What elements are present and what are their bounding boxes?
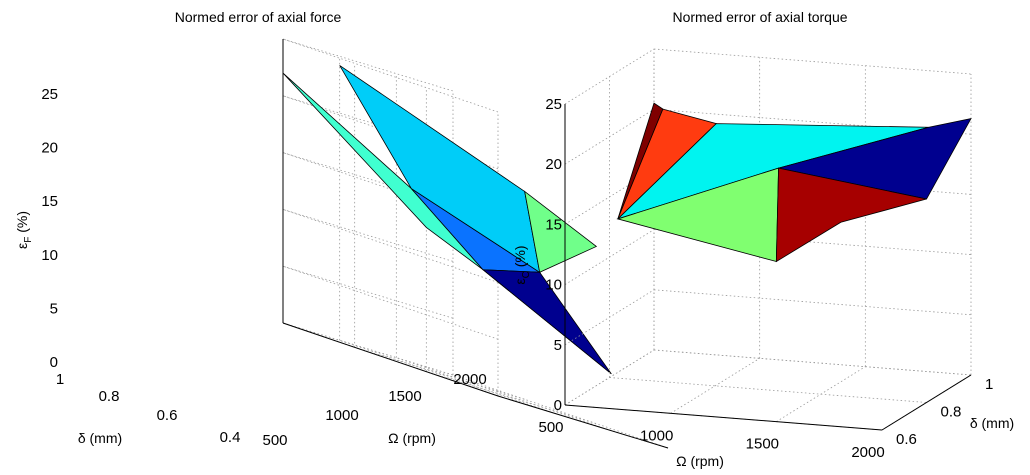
wall-grid-line: [282, 265, 454, 319]
chart2-surface: [616, 102, 972, 263]
floor-grid-line: [776, 366, 866, 423]
z-tick-label: 0: [554, 397, 562, 414]
chart1-delta-label: δ (mm): [78, 430, 122, 446]
omega-axis-line: [497, 395, 669, 449]
wall-grid-line: [564, 229, 655, 285]
chart2-title: Normed error of axial torque: [672, 9, 847, 25]
chart2-delta-ticks: 0.6 0.8 1: [896, 376, 993, 448]
wall-grid-line: [282, 265, 499, 340]
wall-grid-line: [564, 108, 655, 165]
chart1-z-ticks: 0 5 10 15 20 25: [41, 86, 58, 371]
z-tick-label: 25: [545, 96, 562, 113]
wall-grid-line: [282, 38, 454, 92]
delta-tick-label: 0.6: [157, 407, 178, 424]
z-tick-label: 10: [41, 247, 58, 264]
wall-grid-line: [282, 38, 499, 113]
floor-grid-line: [426, 371, 597, 425]
chart1-axes: [282, 39, 669, 449]
omega-tick-label: 2000: [851, 444, 884, 461]
wall-grid-line: [653, 349, 972, 376]
surface-face-6: [775, 167, 927, 263]
wall-grid-line: [653, 48, 972, 75]
wall-grid-line: [564, 289, 655, 346]
z-tick-label: 25: [41, 86, 58, 103]
wall-grid-line: [282, 209, 499, 283]
wall-grid-line: [564, 169, 655, 225]
surface-face-4: [481, 269, 612, 375]
z-tick-label: 15: [545, 216, 562, 233]
omega-tick-label: 500: [262, 432, 287, 449]
surface-face-3: [339, 65, 541, 274]
delta-tick-label: 1: [56, 371, 64, 388]
floor-grid-line: [396, 357, 612, 432]
chart1-omega-label: Ω (rpm): [388, 430, 436, 446]
delta-tick-label: 1: [985, 376, 993, 393]
chart1-title: Normed error of axial force: [175, 9, 342, 25]
surface-face-5: [524, 190, 598, 273]
floor-grid-line: [609, 377, 927, 403]
delta-axis-line: [282, 322, 499, 397]
floor-grid-line: [339, 339, 555, 414]
delta-tick-label: 0.4: [220, 429, 241, 446]
wall-grid-line: [564, 349, 655, 406]
chart1-delta-ticks: 1 0.8 0.6 0.4: [56, 371, 241, 446]
floor-grid-line: [670, 357, 760, 414]
z-tick-label: 0: [50, 354, 58, 371]
wall-grid-line: [282, 152, 499, 226]
chart1-z-label: εF (%): [14, 211, 34, 249]
delta-tick-label: 0.6: [896, 431, 917, 448]
chart2-axes: [564, 104, 972, 431]
chart1-surface: [282, 65, 612, 375]
axial-torque-chart: Normed error of axial torque 0510152025 …: [512, 9, 1014, 469]
z-tick-label: 5: [554, 337, 562, 354]
wall-grid-line: [653, 289, 972, 316]
delta-axis-line: [881, 374, 972, 431]
floor-grid-line: [354, 346, 525, 400]
chart2-z-label: εC (%): [512, 245, 532, 284]
delta-tick-label: 0.8: [99, 388, 120, 405]
wall-grid-line: [282, 322, 454, 376]
wall-grid-line: [564, 48, 655, 105]
chart2-omega-ticks: 500 1000 1500 2000: [538, 419, 884, 461]
chart2-delta-label: δ (mm): [970, 415, 1014, 431]
omega-axis-line: [564, 404, 883, 431]
delta-tick-label: 0.8: [941, 404, 962, 421]
omega-tick-label: 1000: [640, 427, 673, 444]
floor-grid-line: [653, 349, 972, 376]
omega-tick-label: 1500: [746, 436, 779, 453]
floor-grid-line: [452, 374, 669, 449]
omega-tick-label: 1500: [388, 388, 421, 405]
z-tick-label: 10: [545, 277, 562, 294]
z-tick-label: 20: [545, 156, 562, 173]
z-tick-label: 20: [41, 140, 58, 157]
z-tick-label: 15: [41, 193, 58, 210]
chart2-z-ticks: 0 5 10 15 20 25: [545, 96, 562, 414]
chart1-omega-ticks: 500 1000 1500 2000: [262, 371, 486, 449]
omega-tick-label: 2000: [453, 371, 486, 388]
chart2-omega-label: Ω (rpm): [676, 453, 724, 469]
wall-grid-line: [282, 209, 454, 262]
omega-tick-label: 500: [538, 419, 563, 436]
omega-tick-label: 1000: [325, 407, 358, 424]
z-tick-label: 5: [50, 300, 58, 317]
